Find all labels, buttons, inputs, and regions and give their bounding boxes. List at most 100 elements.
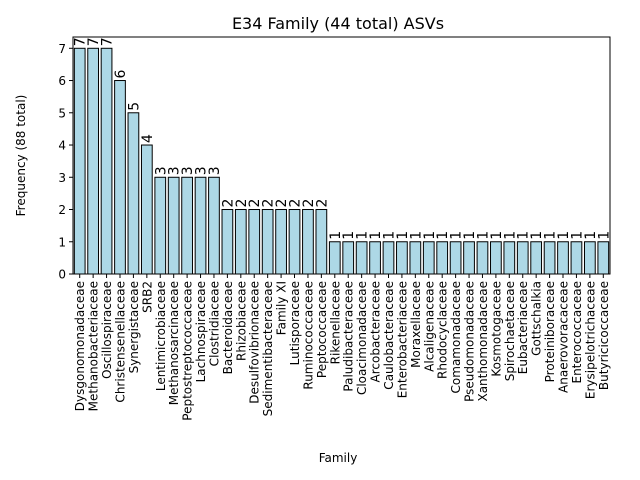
data-label: 2 [314,199,330,208]
bar [570,241,583,275]
data-label: 4 [140,134,156,143]
x-tick-label: Methanobacteriaceae [87,281,101,411]
data-label: 1 [556,231,572,240]
data-label: 2 [247,199,263,208]
bar [275,209,287,275]
data-label: 1 [328,231,344,240]
x-tick-label: Christensenellaceae [113,281,127,403]
data-label: 7 [86,37,102,46]
data-label: 1 [475,231,491,240]
data-label: 1 [502,231,518,240]
plot-frame [72,36,611,275]
bar [490,241,502,275]
bar [382,241,395,275]
data-label: 1 [395,231,411,240]
data-label: 1 [341,231,357,240]
bar [422,241,435,275]
x-tick-label: Xanthomonadaceae [476,281,490,402]
data-label: 1 [489,231,505,240]
x-tick-label: Moraxellaceae [409,281,423,368]
bar [503,241,516,275]
bar [87,47,100,275]
data-label: 1 [408,231,424,240]
x-tick-label: Lutisporaceae [288,281,302,365]
bar [449,241,462,275]
bar [396,241,408,275]
data-label: 1 [449,231,465,240]
y-axis: 0 1 2 3 4 5 6 7 [58,42,73,282]
x-tick-label: Desulfovibrionaceae [248,281,262,404]
bar [328,241,341,275]
bar [583,241,596,275]
data-label: 3 [180,166,196,175]
x-tick-label: Ruminococcaceae [301,281,315,390]
chart-title: E34 Family (44 total) ASVs [232,14,444,33]
x-tick-label: Sedimentibacteraceae [261,281,275,416]
bar [530,241,543,275]
data-label: 1 [422,231,438,240]
x-tick-label: SRB2 [140,281,154,313]
y-tick-label: 1 [58,235,66,249]
x-tick-label: Alcaligenaceae [422,281,436,372]
x-tick-label: Comamonadaceae [449,281,463,393]
data-label: 1 [516,231,532,240]
bar [355,241,368,275]
x-tick-label: Methanosarcinaceae [167,281,181,405]
y-tick-label: 4 [58,139,66,153]
y-tick-label: 7 [58,42,66,56]
x-tick-label: Enterococcaceae [570,281,584,384]
data-label: 2 [301,199,317,208]
y-tick-label: 5 [58,106,66,120]
x-tick-label: Enterobacteriaceae [395,281,409,398]
bar [597,241,610,275]
x-tick-label: Dysgonomonadaceae [73,281,87,411]
data-label: 7 [100,37,116,46]
bar [248,209,261,275]
x-tick-label: Proteiniboraceae [543,281,557,382]
data-label: 2 [274,199,290,208]
x-tick-label: Rikenellaceae [328,281,342,364]
x-tick-label: Erysipelotrichaceae [583,281,597,399]
data-label: 1 [381,231,397,240]
x-tick-label: Butyricicoccaceae [597,281,611,390]
x-axis-label: Family [319,451,358,465]
data-label: 5 [126,102,142,111]
data-label: 1 [569,231,585,240]
data-label: 3 [167,166,183,175]
data-label: 3 [153,166,169,175]
data-label: 1 [368,231,384,240]
data-label: 2 [220,199,236,208]
data-label: 1 [543,231,559,240]
data-label: 6 [113,70,129,79]
bar [288,209,301,275]
x-tick-label: Eubacteriaceae [516,281,530,374]
data-label: 1 [596,231,612,240]
x-tick-label: Peptostreptococcaceae [181,281,195,421]
data-label: 2 [288,199,304,208]
bar [409,241,422,275]
x-tick-label: Family XI [275,281,289,335]
x-tick-label: Cloacimonadaceae [355,281,369,395]
x-tick-label: Rhizobiaceae [234,281,248,361]
bar [221,209,234,275]
x-tick-label: Rhodocyclaceae [436,281,450,379]
x-tick-label: Gottschalkia [530,281,544,356]
bar [302,209,314,275]
x-tick-label: Anaerovoracaceae [557,281,571,393]
x-tick-label: Caulobacteraceae [382,281,396,390]
data-label: 3 [194,166,210,175]
bar [181,176,193,275]
bar [73,47,86,275]
y-tick-label: 0 [58,268,66,282]
x-tick-label: Lachnospiraceae [194,281,208,382]
data-label: 2 [234,199,250,208]
bar [208,176,220,275]
bar [261,209,274,275]
bar [194,176,207,275]
bar [543,241,556,275]
data-label: 1 [355,231,371,240]
bar [234,209,247,275]
x-tick-label: Bacteroidaceae [221,281,235,374]
bar [114,80,126,275]
